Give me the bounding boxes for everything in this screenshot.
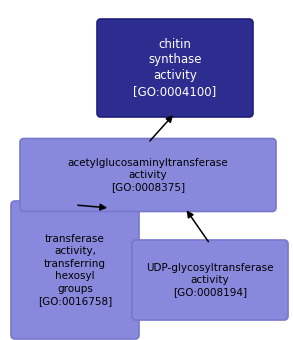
- FancyBboxPatch shape: [132, 240, 288, 320]
- Text: chitin
synthase
activity
[GO:0004100]: chitin synthase activity [GO:0004100]: [133, 37, 217, 99]
- Text: acetylglucosaminyltransferase
activity
[GO:0008375]: acetylglucosaminyltransferase activity […: [68, 158, 228, 192]
- FancyBboxPatch shape: [20, 138, 276, 211]
- Text: UDP-glycosyltransferase
activity
[GO:0008194]: UDP-glycosyltransferase activity [GO:000…: [146, 262, 274, 298]
- FancyBboxPatch shape: [97, 19, 253, 117]
- Text: transferase
activity,
transferring
hexosyl
groups
[GO:0016758]: transferase activity, transferring hexos…: [38, 234, 112, 306]
- FancyBboxPatch shape: [11, 201, 139, 339]
